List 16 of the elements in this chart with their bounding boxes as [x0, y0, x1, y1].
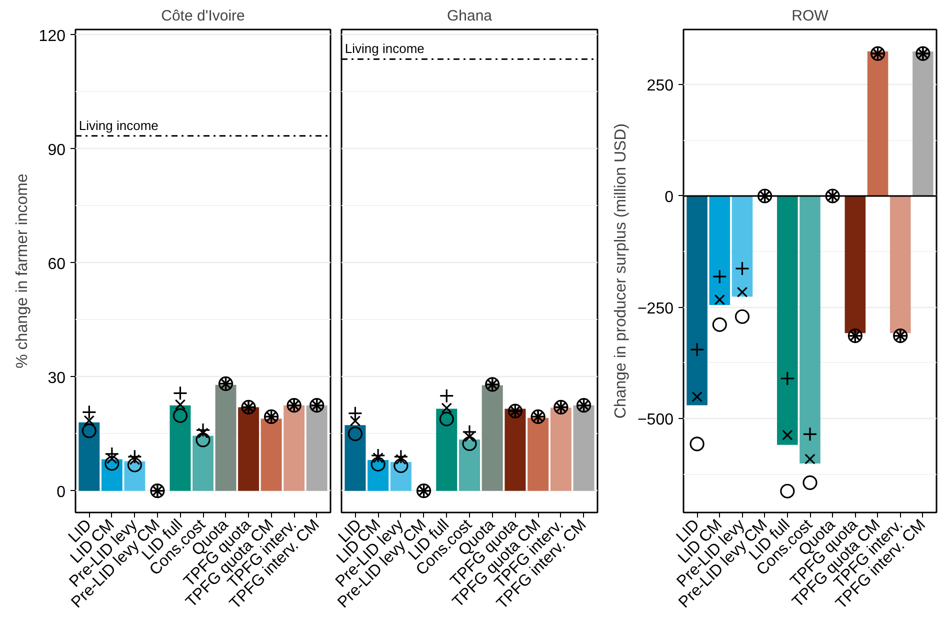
ref-line-label: Living income [344, 41, 424, 56]
y-tick-label: 30 [48, 370, 66, 387]
y-tick-label: 250 [646, 78, 674, 95]
chart-title: Ghana [446, 8, 493, 24]
y-tick-label: 0 [56, 484, 66, 501]
y-axis-title: Change in producer surplus (million USD) [612, 123, 630, 419]
y-tick-label: 90 [48, 142, 66, 159]
ref-line-label: Living income [78, 118, 158, 133]
y-tick-label: 120 [38, 28, 66, 45]
y-axis-title: % change in farmer income [14, 174, 31, 368]
y-tick-label: 0 [664, 188, 674, 206]
y-tick-label: −500 [637, 412, 674, 429]
y-tick-label: 60 [48, 256, 66, 273]
chart-title: ROW [792, 8, 830, 24]
chart-title: Côte d'Ivoire [161, 8, 245, 24]
y-tick-label: −250 [637, 300, 674, 318]
